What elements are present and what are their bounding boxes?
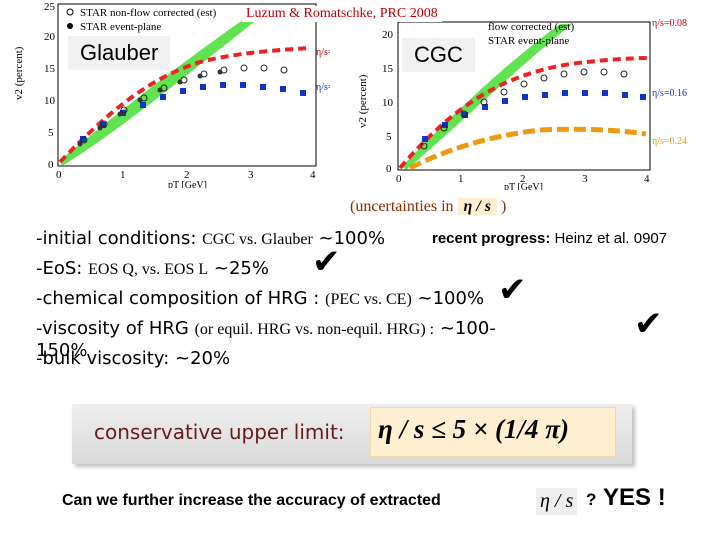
conservative-equation: η / s ≤ 5 × (1/4 π) (378, 414, 570, 444)
cgc-ytick-5: 5 (386, 131, 392, 143)
glauber-ytick-25: 25 (44, 1, 56, 13)
line-initial-conditions: -initial conditions: CGC vs. Glauber ~10… (36, 228, 385, 249)
glauber-xtick-4: 4 (310, 169, 316, 181)
viscosity-check-icon: ✔ (634, 304, 663, 344)
glauber-legend-1: STAR non-flow corrected (est) (80, 7, 217, 19)
recent-progress-label: recent progress: (432, 230, 551, 247)
glauber-xtick-0: 0 (56, 169, 62, 181)
glauber-xtick-3: 3 (248, 169, 254, 181)
chemical-value: ~100% (417, 288, 485, 309)
glauber-legend-filled-marker (67, 23, 73, 29)
glauber-xtick-2: 2 (184, 169, 190, 181)
cgc-green-band (402, 24, 572, 170)
cgc-plot: 20 15 10 5 0 0 1 2 3 4 pT [GeV] v2 (perc… (340, 18, 710, 193)
initial-conditions-value: ~100% (318, 228, 386, 249)
footer-answer: YES ! (603, 484, 666, 511)
eos-detail: EOS Q, vs. EOS L (88, 261, 209, 278)
glauber-legend-open-marker (66, 8, 74, 16)
viscosity-cont: 150% (36, 340, 88, 361)
eos-check-icon: ✔ (312, 242, 341, 282)
cgc-open-points (420, 68, 628, 150)
cgc-ytick-10: 10 (382, 97, 394, 109)
glauber-ytick-20: 20 (44, 31, 56, 43)
cgc-xtick-0: 0 (396, 173, 402, 185)
initial-conditions-label: -initial conditions: (36, 228, 197, 249)
cgc-eta-024: η/s=0.24 (652, 136, 687, 147)
cgc-plot-svg: 20 15 10 5 0 0 1 2 3 4 pT [GeV] v2 (perc… (357, 18, 687, 193)
cgc-eta-008: η/s=0.08 (652, 18, 687, 29)
eos-label: -EoS: (36, 258, 83, 279)
glauber-red-curve (58, 46, 311, 164)
bulk-label: -bulk viscosity: (36, 348, 170, 369)
cgc-x-ticks: 0 1 2 3 4 (396, 173, 650, 185)
glauber-xtick-1: 1 (120, 169, 126, 181)
glauber-y-ticks: 25 20 15 10 5 0 (44, 1, 56, 171)
conservative-equation-box (370, 407, 616, 457)
glauber-eta-016: η/s=0.16 (316, 82, 330, 93)
line-bulk: -bulk viscosity: ~20% (36, 348, 230, 369)
glauber-ytick-10: 10 (44, 95, 56, 107)
cgc-xtick-2: 2 (520, 173, 526, 185)
glauber-plot-svg: 25 20 15 10 5 0 0 1 2 3 4 pT [GeV] v2 (p… (13, 1, 351, 191)
cgc-y-label: v2 (percent) (357, 74, 369, 128)
uncertainties-suffix: ) (500, 198, 507, 215)
footer-question: Can we further increase the accuracy of … (62, 492, 441, 509)
glauber-x-ticks: 0 1 2 3 4 (56, 169, 316, 181)
cgc-orange-curve (408, 126, 647, 171)
cgc-blue-points (422, 90, 646, 142)
cgc-legend-2: STAR event-plane (488, 35, 569, 47)
glauber-eta-008: η/s=0.08 (316, 47, 330, 58)
glauber-ytick-5: 5 (48, 127, 54, 139)
glauber-legend-2: STAR event-plane (80, 21, 161, 33)
viscosity-detail: (or equil. HRG vs. non-equil. HRG) : (194, 321, 435, 338)
cgc-ytick-0: 0 (386, 163, 392, 175)
cgc-ytick-20: 20 (382, 29, 394, 41)
glauber-ytick-15: 15 (44, 63, 56, 75)
footer-symbol: η / s (536, 488, 578, 515)
uncertainties-symbol: η / s (457, 198, 497, 215)
glauber-blue-points (80, 82, 306, 142)
glauber-x-label: pT [GeV] (168, 180, 207, 188)
glauber-y-label: v2 (percent) (13, 46, 25, 100)
cgc-x-label: pT [GeV] (504, 182, 543, 190)
viscosity-label: -viscosity of HRG (36, 318, 189, 339)
uncertainties-heading: (uncertainties in η / s ) (350, 198, 506, 216)
glauber-green-band (60, 8, 272, 166)
conservative-label: conservative upper limit: (94, 420, 345, 444)
cgc-frame (397, 21, 651, 171)
glauber-ytick-0: 0 (48, 159, 54, 171)
chemical-detail: (PEC vs. CE) (325, 291, 412, 308)
cgc-eta-016: η/s=0.16 (652, 88, 687, 99)
cgc-legend-1: flow corrected (est) (488, 21, 574, 33)
uncertainties-prefix: (uncertainties in (350, 198, 454, 215)
cgc-ytick-15: 15 (382, 63, 394, 75)
chemical-label: -chemical composition of HRG : (36, 288, 320, 309)
viscosity-value: ~100- (439, 318, 496, 339)
cgc-y-ticks: 20 15 10 5 0 (382, 29, 394, 175)
citation: Luzum & Romatschke, PRC 2008 (242, 6, 442, 22)
glauber-plot: 25 20 15 10 5 0 0 1 2 3 4 pT [GeV] v2 (p… (0, 0, 351, 191)
cgc-xtick-1: 1 (458, 173, 464, 185)
cgc-xtick-3: 3 (582, 173, 588, 185)
line-chemical: -chemical composition of HRG : (PEC vs. … (36, 288, 484, 309)
glauber-frame (57, 3, 317, 167)
cgc-label: CGC (402, 38, 475, 72)
eos-value: ~25% (213, 258, 269, 279)
glauber-filled-points (77, 69, 223, 147)
cgc-xtick-4: 4 (644, 173, 650, 185)
chemical-check-icon: ✔ (498, 270, 527, 310)
initial-conditions-detail: CGC vs. Glauber (202, 231, 313, 248)
line-eos: -EoS: EOS Q, vs. EOS L ~25% (36, 258, 269, 279)
recent-progress-detail: Heinz et al. 0907 (554, 230, 668, 247)
bulk-value: ~20% (175, 348, 231, 369)
cgc-red-curve (398, 56, 651, 170)
recent-progress: recent progress: Heinz et al. 0907 (432, 230, 667, 247)
line-viscosity: -viscosity of HRG (or equil. HRG vs. non… (36, 318, 496, 339)
glauber-label: Glauber (68, 36, 171, 70)
footer-qmark: ? (586, 490, 597, 509)
